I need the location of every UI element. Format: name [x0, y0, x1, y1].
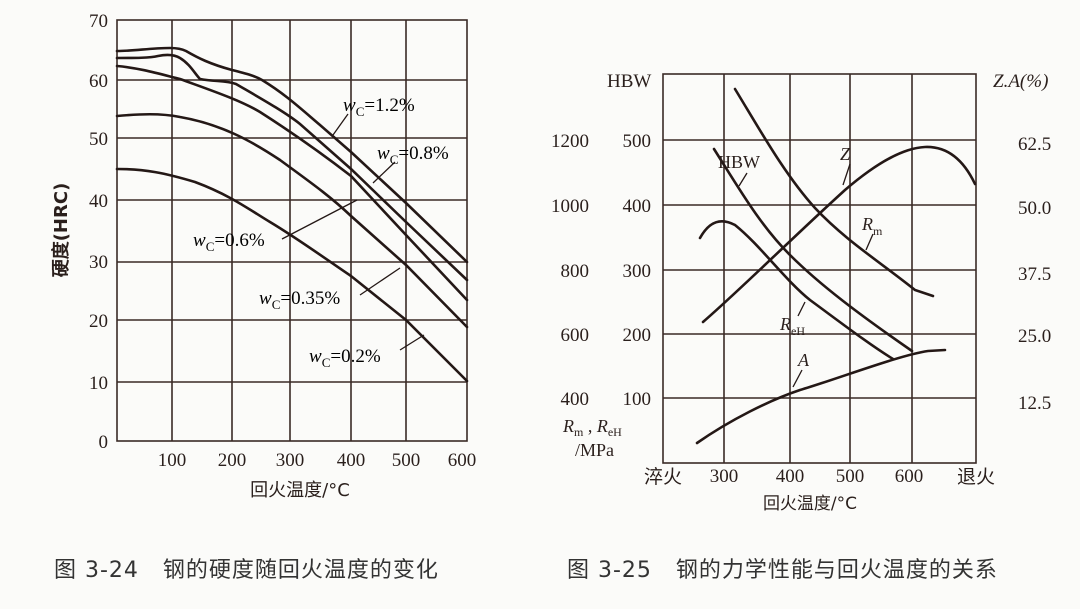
hbw-tick: 200	[623, 325, 652, 346]
mpa-axis-label: Rm , ReH	[562, 416, 622, 439]
mechanical-properties-chart	[662, 73, 977, 464]
pct-tick: 37.5	[1018, 264, 1051, 285]
curve-wc-0-2	[115, 167, 469, 383]
x-tick: 300	[710, 466, 739, 487]
right-x-ticks: 300 400 500 600	[710, 466, 924, 487]
left-x-ticks: 100 200 300 400 500 600	[158, 450, 477, 471]
label-reh: ReH	[779, 314, 805, 338]
y-tick: 10	[89, 373, 108, 394]
x-tick: 600	[895, 466, 924, 487]
pct-tick: 25.0	[1018, 326, 1051, 347]
mpa-tick: 1200	[551, 131, 589, 152]
caption-text: 钢的硬度随回火温度的变化	[162, 558, 439, 583]
mpa-tick: 600	[561, 325, 590, 346]
x-tick: 400	[776, 466, 805, 487]
y-tick: 0	[99, 432, 109, 453]
x-tick: 200	[218, 450, 247, 471]
anneal-label: 退火	[957, 466, 995, 488]
za-axis-title: Z.A(%)	[993, 71, 1048, 92]
y-tick: 20	[89, 311, 108, 332]
curve-reh	[698, 219, 895, 361]
curve-rm	[733, 87, 935, 298]
x-tick: 500	[392, 450, 421, 471]
mpa-tick: 400	[561, 389, 590, 410]
x-tick: 100	[158, 450, 187, 471]
curve-hbw	[712, 147, 914, 353]
left-y-ticks: 70 60 50 40 30 20 10 0	[89, 11, 108, 453]
x-tick: 400	[337, 450, 366, 471]
left-leaders	[281, 113, 425, 351]
y-tick: 40	[89, 191, 108, 212]
left-x-axis-label: 回火温度/°C	[250, 480, 350, 501]
curve-wc-1-2	[115, 46, 469, 264]
pct-ticks: 62.5 50.0 37.5 25.0 12.5	[1018, 134, 1051, 414]
pct-tick: 12.5	[1018, 393, 1051, 414]
y-tick: 70	[89, 11, 108, 32]
figure-caption-3-25: 图 3-25 钢的力学性能与回火温度的关系	[567, 552, 998, 584]
mpa-unit-label: /MPa	[575, 440, 614, 460]
caption-text: 钢的力学性能与回火温度的关系	[675, 558, 998, 583]
hbw-axis-title: HBW	[607, 71, 651, 92]
quench-label: 淬火	[644, 466, 682, 488]
figure-caption-3-24: 图 3-24 钢的硬度随回火温度的变化	[54, 552, 439, 584]
curve-wc-0-6	[115, 64, 469, 302]
caption-number: 图 3-25	[567, 558, 652, 583]
mpa-tick: 1000	[551, 196, 589, 217]
left-curves	[115, 46, 469, 383]
left-series-labels: wC=1.2% wC=0.8% wC=0.6% wC=0.35% wC=0.2%	[193, 95, 449, 370]
label-wc-0-35: wC=0.35%	[259, 288, 340, 312]
hbw-tick: 300	[623, 261, 652, 282]
y-tick: 60	[89, 71, 108, 92]
x-tick: 500	[836, 466, 865, 487]
label-wc-0-8: wC=0.8%	[377, 143, 449, 167]
label-wc-0-6: wC=0.6%	[193, 230, 265, 254]
right-leaders	[738, 163, 874, 388]
hbw-tick: 500	[623, 131, 652, 152]
y-tick: 50	[89, 129, 108, 150]
curve-wc-0-35	[115, 112, 469, 329]
mpa-tick: 800	[561, 261, 590, 282]
right-curves	[695, 87, 977, 445]
left-y-axis-label: 硬度(HRC)	[50, 183, 72, 278]
y-tick: 30	[89, 252, 108, 273]
right-grid	[662, 73, 977, 464]
curve-wc-0-8	[115, 53, 469, 282]
x-tick: 300	[276, 450, 305, 471]
label-rm: Rm	[861, 214, 883, 238]
left-grid	[116, 19, 468, 442]
x-tick: 600	[448, 450, 477, 471]
label-wc-1-2: wC=1.2%	[343, 95, 415, 119]
caption-number: 图 3-24	[54, 558, 139, 583]
hbw-tick: 400	[623, 196, 652, 217]
pct-tick: 50.0	[1018, 198, 1051, 219]
label-wc-0-2: wC=0.2%	[309, 346, 381, 370]
right-x-axis-label: 回火温度/°C	[763, 494, 857, 514]
pct-tick: 62.5	[1018, 134, 1051, 155]
curve-z	[701, 145, 977, 324]
hbw-ticks: 500 400 300 200 100	[623, 131, 652, 410]
curve-a	[695, 348, 947, 445]
hardness-chart	[115, 19, 469, 442]
label-a: A	[797, 350, 810, 370]
mpa-ticks: 1200 1000 800 600 400	[551, 131, 589, 410]
label-z: Z	[840, 144, 851, 164]
hbw-tick: 100	[623, 389, 652, 410]
label-hbw: HBW	[718, 152, 760, 172]
